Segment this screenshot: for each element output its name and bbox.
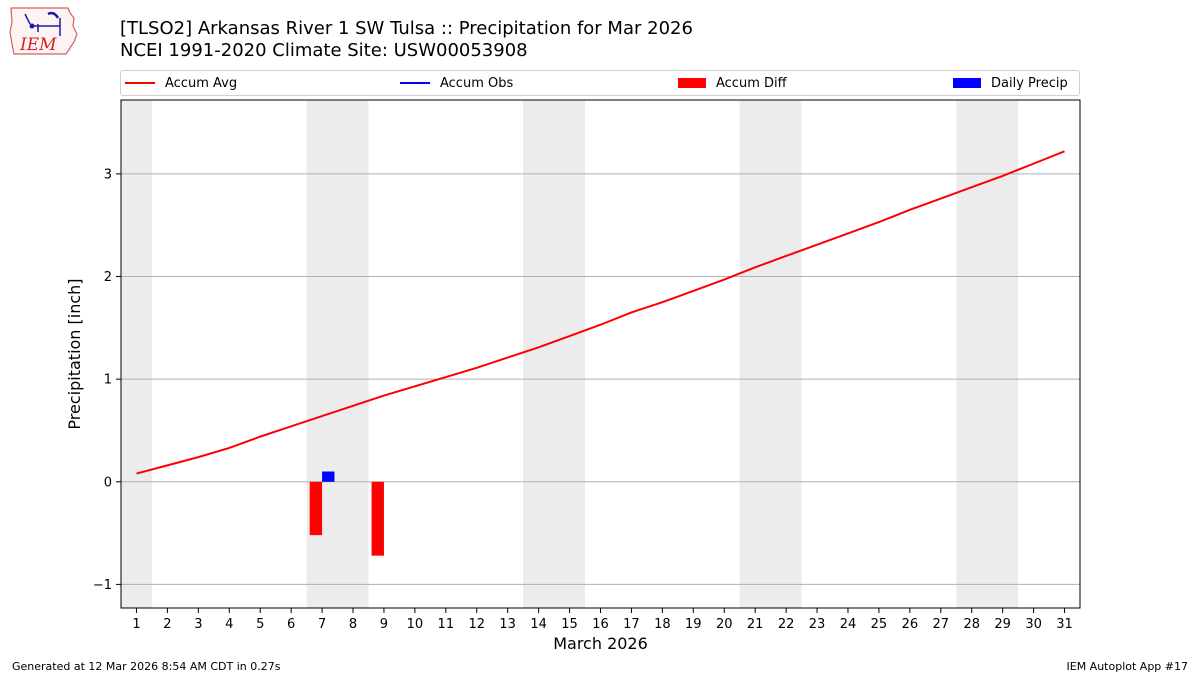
x-tick-label: 17: [623, 617, 640, 632]
x-tick-label: 18: [654, 617, 671, 632]
legend-item-accum-avg: Accum Avg: [125, 71, 237, 95]
x-tick-label: 30: [1025, 617, 1042, 632]
weekend-band: [121, 100, 152, 608]
x-tick-label: 23: [809, 617, 826, 632]
chart-subtitle: NCEI 1991-2020 Climate Site: USW00053908: [120, 40, 528, 61]
x-tick-label: 24: [840, 617, 857, 632]
grid-lines: [121, 173, 1080, 585]
y-axis-label: Precipitation [inch]: [65, 278, 84, 429]
chart-title: [TLSO2] Arkansas River 1 SW Tulsa :: Pre…: [120, 18, 693, 39]
weekend-band: [739, 100, 802, 608]
logo-text: IEM: [19, 35, 57, 55]
accum-diff-bar: [371, 481, 384, 556]
y-tick-label: 3: [104, 167, 112, 182]
x-tick-label: 15: [561, 617, 578, 632]
x-tick-label: 7: [318, 617, 326, 632]
weekend-band: [523, 100, 586, 608]
accum-diff-bar: [309, 481, 323, 536]
x-tick-label: 1: [132, 617, 140, 632]
x-tick-label: 22: [778, 617, 795, 632]
iowa-map-icon: IEM: [9, 7, 78, 55]
x-tick-label: 11: [438, 617, 455, 632]
daily-precip-bar: [322, 471, 335, 482]
series-lines: [136, 150, 1065, 475]
x-tick-label: 9: [380, 617, 388, 632]
x-tick-label: 25: [871, 617, 888, 632]
x-tick-label: 8: [349, 617, 357, 632]
legend-item-daily-precip: Daily Precip: [953, 71, 1068, 95]
weekend-shading: [121, 100, 1019, 608]
x-tick-label: 12: [468, 617, 485, 632]
x-tick-label: 26: [902, 617, 919, 632]
legend-swatch-accum-obs: [400, 82, 430, 84]
legend-label-accum-avg: Accum Avg: [165, 75, 238, 91]
legend-swatch-accum-avg: [125, 82, 155, 84]
weekend-band: [956, 100, 1019, 608]
iem-logo: IEM: [8, 4, 80, 60]
generated-timestamp: Generated at 12 Mar 2026 8:54 AM CDT in …: [12, 660, 281, 673]
x-tick-label: 29: [994, 617, 1011, 632]
x-tick-label: 10: [407, 617, 424, 632]
y-tick-label: 0: [104, 475, 112, 490]
x-tick-label: 4: [225, 617, 233, 632]
x-tick-label: 19: [685, 617, 702, 632]
legend-item-accum-obs: Accum Obs: [400, 71, 513, 95]
x-axis-label: March 2026: [553, 634, 648, 653]
plot-frame: [120, 99, 1081, 609]
accum-avg-line: [136, 150, 1065, 475]
legend-label-accum-obs: Accum Obs: [440, 75, 514, 91]
bars: [309, 471, 384, 556]
y-ticks: −1 0 1 2 3: [93, 167, 121, 593]
x-tick-label: 3: [194, 617, 202, 632]
x-tick-label: 13: [499, 617, 516, 632]
x-tick-label: 27: [933, 617, 950, 632]
x-tick-label: 5: [256, 617, 264, 632]
x-ticks: 1 2 3 4 5 6 7 8 9 10 11 12 13 14 15 16 17 18 19 20 21 22 23 24 2…: [132, 608, 1073, 632]
x-tick-label: 16: [592, 617, 609, 632]
legend-item-accum-diff: Accum Diff: [678, 71, 787, 95]
x-tick-label: 14: [530, 617, 547, 632]
legend-label-daily-precip: Daily Precip: [991, 75, 1068, 91]
x-tick-label: 31: [1056, 617, 1073, 632]
x-tick-label: 21: [747, 617, 764, 632]
app-credit: IEM Autoplot App #17: [1066, 660, 1189, 673]
x-tick-label: 28: [963, 617, 980, 632]
legend-swatch-accum-diff: [678, 78, 706, 88]
y-tick-label: −1: [93, 578, 112, 593]
x-tick-label: 20: [716, 617, 733, 632]
x-tick-label: 6: [287, 617, 295, 632]
x-tick-label: 2: [163, 617, 171, 632]
y-tick-label: 1: [104, 373, 112, 388]
legend: Accum Avg Accum Obs Accum Diff Daily Pre…: [120, 70, 1080, 96]
legend-swatch-daily-precip: [953, 78, 981, 88]
legend-label-accum-diff: Accum Diff: [716, 75, 787, 91]
y-tick-label: 2: [104, 270, 112, 285]
